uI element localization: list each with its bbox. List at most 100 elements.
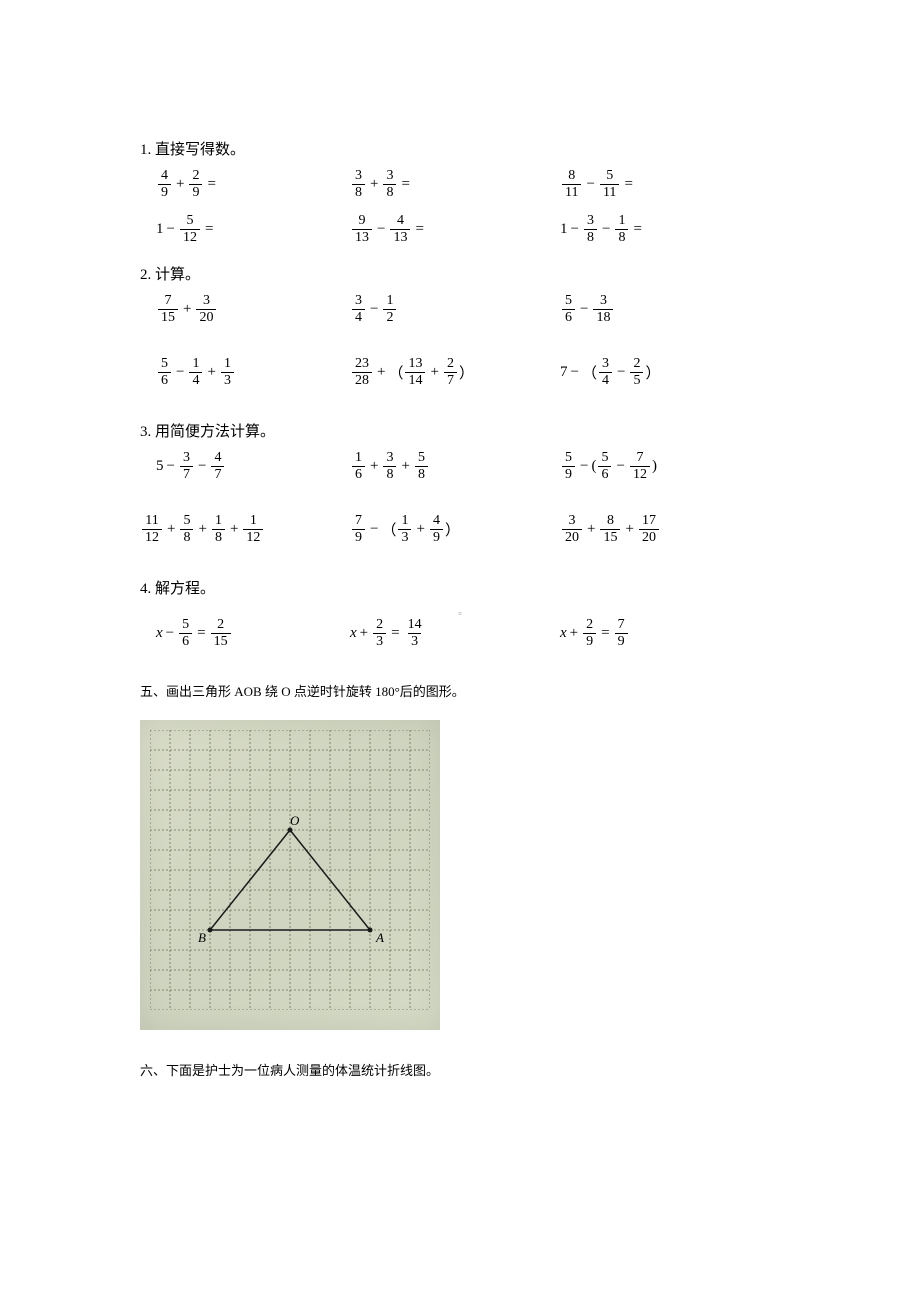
num: 4 [211,451,224,466]
row-4-1: x − 56 = 215 x + 23 = 143 x + 29 = 79 [140,618,780,649]
num: 3 [352,169,365,184]
lparen: （ [381,519,396,540]
lparen: ( [591,458,596,475]
den: 8 [383,466,396,482]
num: 1 [615,214,628,229]
num: 2 [630,357,643,372]
expr-r2c: 1 − 38 − 18 = [560,214,770,245]
num: 14 [405,618,425,633]
den: 12 [243,529,263,545]
den: 15 [600,529,620,545]
num: 2 [583,618,596,633]
num: 17 [639,514,659,529]
den: 6 [352,466,365,482]
term: 1 [156,221,164,238]
den: 3 [398,529,411,545]
num: 7 [352,514,365,529]
den: 5 [630,372,643,388]
expr-r2a: 1 − 512 = [140,214,350,245]
rparen: ) [652,458,657,475]
num: 5 [562,294,575,309]
expr-r5a: 5 − 37 − 47 [140,451,350,482]
op: + [360,625,368,642]
den: 7 [444,372,457,388]
op: + [587,521,595,538]
expr-r6b: 79 − （ 13 + 49 ） [350,514,560,545]
num: 23 [352,357,372,372]
den: 8 [584,229,597,245]
op: + [230,521,238,538]
den: 6 [158,372,171,388]
num: 5 [158,357,171,372]
row-2-1: 715 + 320 34 − 12 56 − 318 [140,294,780,325]
eq: = [633,221,641,238]
num: 3 [383,451,396,466]
den: 20 [639,529,659,545]
op: − [198,458,206,475]
num: 3 [200,294,213,309]
op: + [176,176,184,193]
row-3-1: 5 − 37 − 47 16 + 38 + 58 59 − ( 56 − 712… [140,451,780,482]
num: 8 [565,169,578,184]
num: 1 [398,514,411,529]
num: 1 [189,357,202,372]
num: 5 [603,169,616,184]
row-1-2: 1 − 512 = 913 − 413 = 1 − 38 − 18 = [140,214,780,245]
num: 9 [356,214,369,229]
den: 28 [352,372,372,388]
num: 5 [179,618,192,633]
num: 3 [180,451,193,466]
op: + [370,458,378,475]
den: 9 [562,466,575,482]
lparen: （ [582,362,597,383]
num: 5 [415,451,428,466]
op: + [167,521,175,538]
num: 1 [212,514,225,529]
expr-r7c: x + 29 = 79 [560,618,770,649]
expr-r3b: 34 − 12 [350,294,560,325]
num: 3 [597,294,610,309]
num: 1 [352,451,365,466]
section-3-title: 3. 用简便方法计算。 [140,420,780,441]
op: − [176,364,184,381]
num: 13 [405,357,425,372]
den: 9 [430,529,443,545]
lparen: （ [388,362,403,383]
svg-text:O: O [290,813,300,828]
op: − [370,521,378,538]
eq: = [401,176,409,193]
term: 1 [560,221,568,238]
num: 1 [221,357,234,372]
section-4-title: 4. 解方程。 [140,577,780,598]
expr-r2b: 913 − 413 = [350,214,560,245]
den: 4 [599,372,612,388]
svg-text:B: B [198,930,206,945]
den: 6 [562,309,575,325]
den: 12 [180,229,200,245]
op: − [166,625,174,642]
section-5-title: 五、画出三角形 AOB 绕 O 点逆时针旋转 180°后的图形。 [140,681,780,700]
num: 5 [562,451,575,466]
num: 3 [383,169,396,184]
den: 7 [211,466,224,482]
expr-r3c: 56 − 318 [560,294,770,325]
var-x: x [350,625,357,642]
marker-square: ▫ [140,608,780,618]
den: 8 [615,229,628,245]
num: 8 [604,514,617,529]
num: 7 [633,451,646,466]
num: 4 [394,214,407,229]
grid-svg: OAB [150,730,430,1010]
grid-figure: OAB [140,720,440,1030]
den: 9 [189,184,202,200]
rparen: ） [645,362,660,383]
num: 5 [598,451,611,466]
den: 4 [189,372,202,388]
op: + [183,301,191,318]
expr-r1a: 49 + 29 = [140,169,350,200]
den: 6 [179,633,192,649]
den: 18 [593,309,613,325]
den: 7 [180,466,193,482]
op: − [571,364,579,381]
den: 4 [352,309,365,325]
